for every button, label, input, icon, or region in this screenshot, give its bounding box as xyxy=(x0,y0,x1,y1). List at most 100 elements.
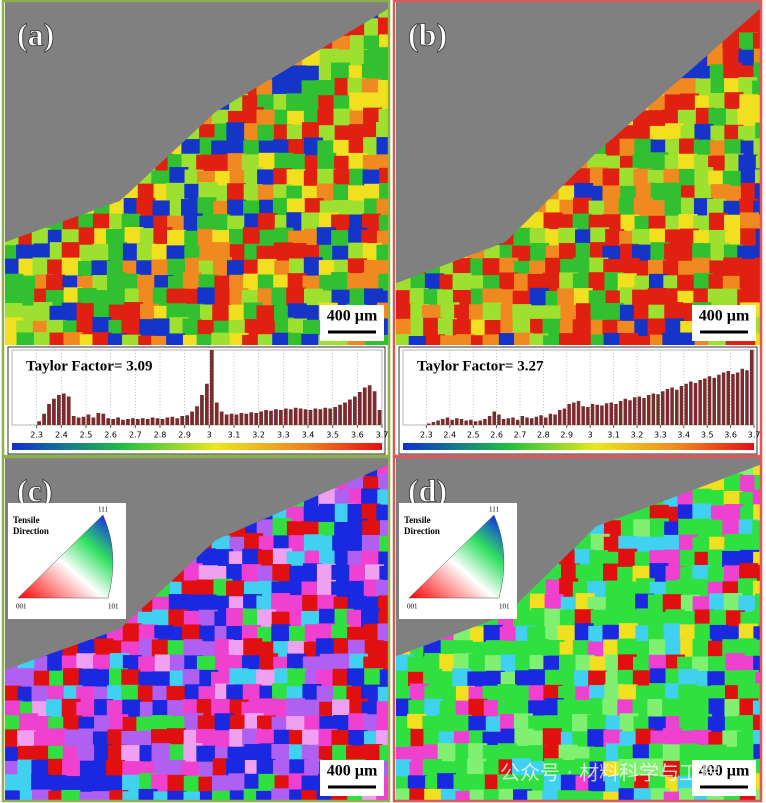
histogram-bar xyxy=(731,374,735,425)
grain xyxy=(755,788,760,800)
panel-label: (c) xyxy=(17,472,53,508)
x-tick-label: 3 xyxy=(588,431,593,440)
histogram-bar xyxy=(170,416,175,425)
grain xyxy=(707,288,727,308)
histogram-bar xyxy=(357,392,362,425)
grain xyxy=(303,505,323,525)
x-tick-label: 3.7 xyxy=(376,431,389,440)
grain xyxy=(513,227,533,247)
x-tick-label: 2.4 xyxy=(55,431,68,440)
grain xyxy=(753,138,760,158)
histogram-bar xyxy=(318,409,323,425)
grain xyxy=(558,243,578,263)
x-tick-label: 2.3 xyxy=(420,431,433,440)
grain xyxy=(31,759,51,779)
grain xyxy=(303,534,323,554)
histogram-bar xyxy=(328,408,333,425)
x-tick-label: 3.6 xyxy=(351,431,364,440)
grain xyxy=(378,551,388,571)
grain xyxy=(617,654,637,674)
grain xyxy=(692,578,712,598)
scale-bar-label: 400 µm xyxy=(699,308,750,325)
grain xyxy=(61,242,81,262)
grain xyxy=(468,654,488,674)
histogram-bar xyxy=(362,387,367,425)
grain xyxy=(63,668,83,688)
grain xyxy=(167,229,187,249)
grain xyxy=(347,504,367,524)
grain xyxy=(226,563,246,583)
grain xyxy=(286,212,306,232)
grain xyxy=(301,122,321,142)
grain xyxy=(408,335,428,346)
grain xyxy=(181,288,201,308)
grain xyxy=(91,260,111,280)
histogram-bar xyxy=(707,376,712,425)
histogram-bar xyxy=(614,404,618,425)
grain xyxy=(453,653,473,673)
grain xyxy=(348,49,368,69)
grain xyxy=(755,122,760,142)
grain xyxy=(92,332,112,346)
histogram-bar xyxy=(121,419,125,425)
grain xyxy=(737,638,757,658)
grain xyxy=(396,334,415,346)
grain xyxy=(378,610,388,630)
grain xyxy=(602,624,622,644)
grain xyxy=(183,563,203,583)
grain xyxy=(649,683,669,703)
grain xyxy=(376,701,388,721)
grain xyxy=(151,639,171,659)
grain xyxy=(723,185,743,205)
grain xyxy=(286,595,306,615)
histogram-bar xyxy=(283,408,288,425)
grain xyxy=(63,332,83,346)
grain xyxy=(663,760,683,780)
grain xyxy=(604,199,624,219)
grain xyxy=(425,334,445,346)
grain xyxy=(482,334,502,346)
grain xyxy=(528,745,548,765)
grain xyxy=(512,758,532,778)
grain xyxy=(331,230,351,250)
grain xyxy=(107,333,127,346)
grain xyxy=(302,595,322,615)
grain xyxy=(723,593,743,613)
grain xyxy=(722,550,742,570)
histogram-bar xyxy=(37,421,41,425)
grain xyxy=(78,668,98,688)
histogram-bar xyxy=(501,419,506,425)
grain xyxy=(737,533,757,553)
ipf-triangle xyxy=(408,514,505,599)
grain xyxy=(378,474,388,494)
grain xyxy=(575,303,595,323)
grain xyxy=(214,549,234,569)
grain xyxy=(587,791,607,800)
scale-bar-label: 400 µm xyxy=(327,308,378,325)
grain xyxy=(528,700,548,720)
grain xyxy=(467,671,487,691)
grain xyxy=(61,789,81,800)
grain xyxy=(106,760,126,780)
grain xyxy=(5,685,22,705)
histogram-bar xyxy=(269,410,273,425)
grain xyxy=(5,700,23,720)
grain xyxy=(303,699,323,719)
histogram-bar xyxy=(529,418,534,425)
grain xyxy=(708,92,728,112)
grain xyxy=(755,333,760,346)
grain xyxy=(379,669,388,689)
panel-label: (d) xyxy=(408,472,447,508)
grain xyxy=(752,17,760,37)
grain xyxy=(647,699,667,719)
grain xyxy=(62,758,82,778)
grain xyxy=(137,685,157,705)
histogram-bar xyxy=(628,400,632,425)
histogram-bar xyxy=(642,398,646,425)
histogram-bar xyxy=(96,413,101,425)
histogram-bar xyxy=(209,350,214,425)
grain xyxy=(138,656,158,676)
grain xyxy=(361,488,381,508)
grain xyxy=(304,198,324,218)
